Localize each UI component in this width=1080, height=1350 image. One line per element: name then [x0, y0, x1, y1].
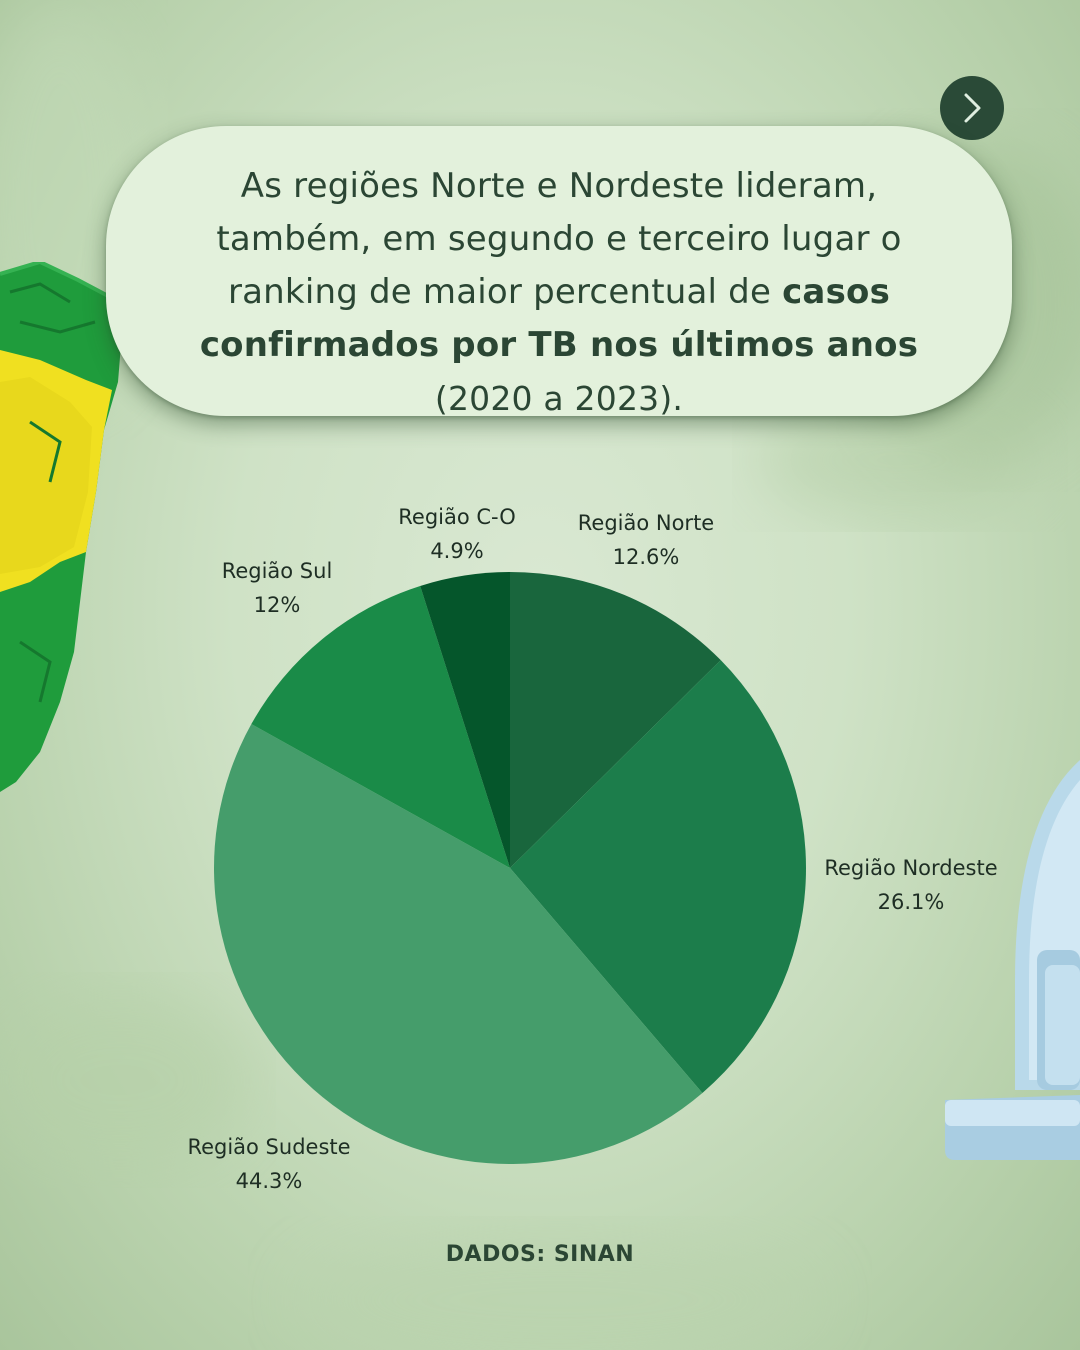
decorative-object-illustration	[945, 760, 1080, 1160]
slice-label-1: Região Norte	[578, 511, 714, 535]
slice-label-3: Região Sudeste	[187, 1135, 350, 1159]
slice-value-label-3: 44.3%	[236, 1169, 303, 1193]
slice-label-5: Região C-O	[398, 505, 515, 529]
slice-label-2: Região Nordeste	[824, 856, 997, 880]
headline-line-5: (2020 a 2023).	[434, 379, 684, 418]
headline-line-1: As regiões Norte e Nordeste lideram,	[240, 166, 878, 206]
chevron-right-icon	[964, 93, 981, 123]
slice-value-label-2: 26.1%	[878, 890, 945, 914]
slice-value-label-5: 4.9%	[430, 539, 483, 563]
headline-bubble: As regiões Norte e Nordeste lideram, tam…	[106, 126, 1012, 418]
pie-slice-5	[420, 572, 510, 868]
slice-value-label-4: 12%	[254, 593, 301, 617]
headline-line-4-bold: confirmados por TB nos últimos anos	[199, 325, 919, 365]
pie-slice-2	[510, 660, 806, 1093]
headline-line-3-regular: ranking de maior percentual de	[227, 272, 783, 312]
pie-slice-1	[510, 572, 721, 868]
headline-line-3-bold: casos	[782, 272, 891, 312]
data-source: DADOS: SINAN	[445, 1242, 635, 1267]
brazil-map-illustration	[0, 262, 122, 792]
headline-line-2: também, em segundo e terceiro lugar o	[216, 219, 902, 259]
headline-line-3: ranking de maior percentual de casos	[166, 266, 952, 319]
slice-label-4: Região Sul	[222, 559, 333, 583]
headline-line-4: confirmados por TB nos últimos anos	[166, 319, 952, 372]
slice-value-label-1: 12.6%	[613, 545, 680, 569]
next-button[interactable]	[940, 76, 1004, 140]
pie-slice-3	[213, 724, 703, 1165]
pie-slice-4	[251, 585, 511, 868]
